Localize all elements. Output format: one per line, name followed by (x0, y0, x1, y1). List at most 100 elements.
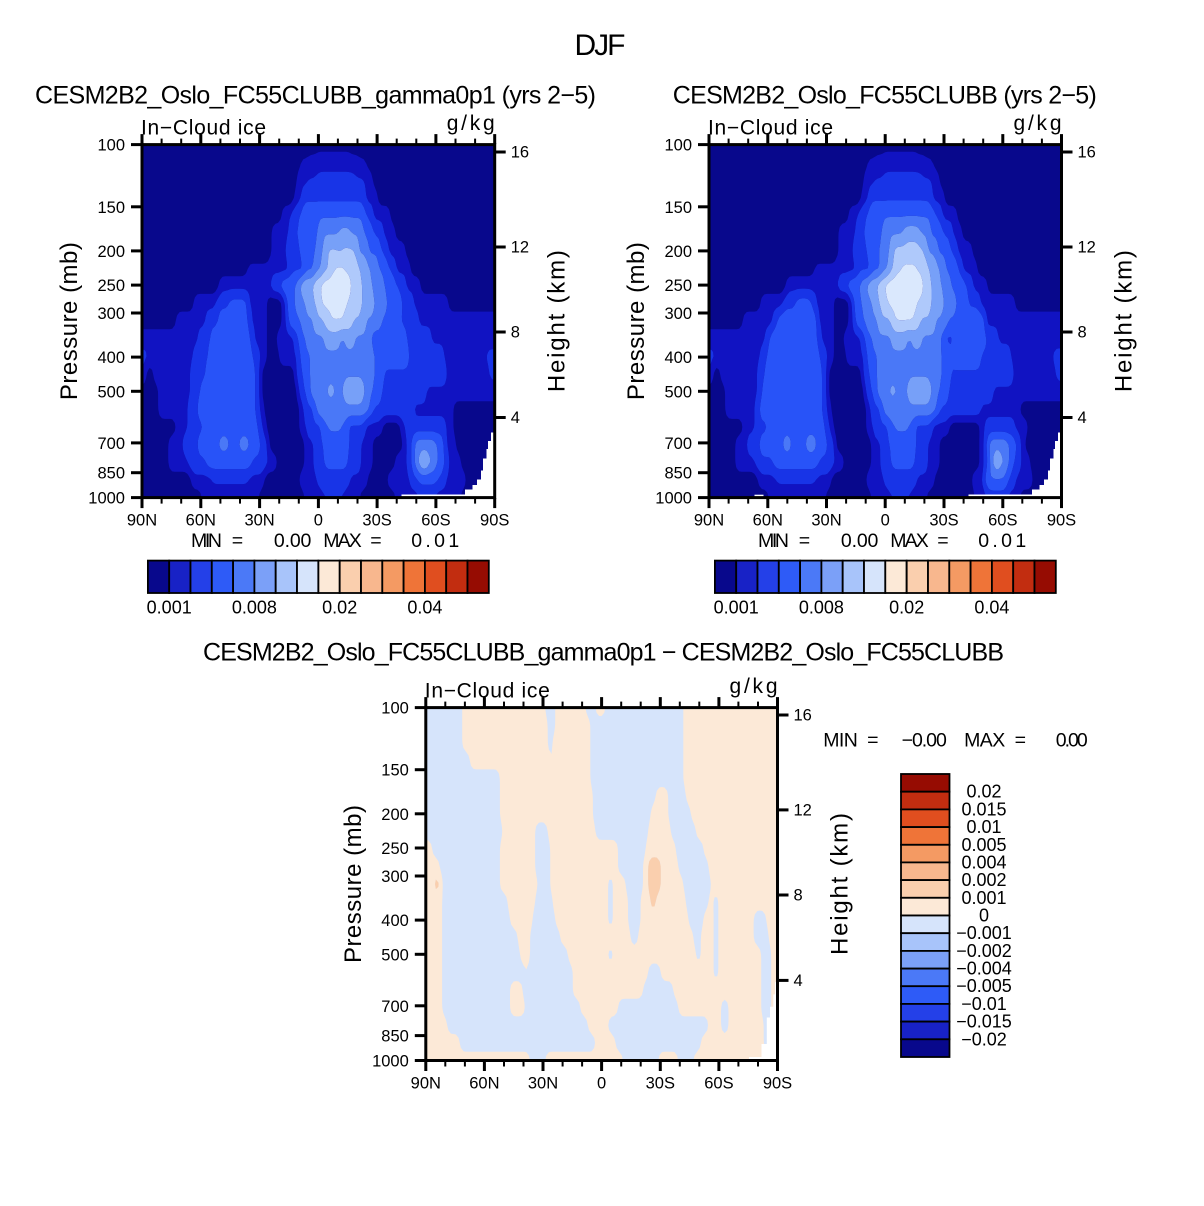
svg-text:12: 12 (511, 239, 529, 257)
svg-text:30S: 30S (362, 512, 391, 530)
svg-text:60N: 60N (753, 512, 783, 530)
svg-text:0.00: 0.00 (274, 530, 312, 552)
svg-text:500: 500 (381, 946, 409, 964)
svg-text:MAX: MAX (890, 530, 929, 552)
svg-text:700: 700 (97, 435, 125, 453)
svg-text:0.015: 0.015 (961, 799, 1006, 819)
svg-text:300: 300 (664, 305, 692, 323)
svg-text:Pressure (mb): Pressure (mb) (56, 242, 83, 400)
svg-text:90N: 90N (411, 1074, 441, 1092)
svg-text:0.004: 0.004 (961, 852, 1006, 872)
svg-text:16: 16 (1078, 144, 1096, 162)
svg-text:MIN: MIN (758, 530, 789, 552)
svg-text:0.04: 0.04 (407, 598, 442, 618)
svg-text:16: 16 (794, 707, 812, 725)
svg-text:CESM2B2_Oslo_FC55CLUBB_gamma0p: CESM2B2_Oslo_FC55CLUBB_gamma0p1 (yrs 2−5… (35, 82, 596, 110)
svg-text:850: 850 (664, 465, 692, 483)
svg-text:0.001: 0.001 (714, 598, 759, 618)
svg-text:250: 250 (381, 840, 409, 858)
svg-text:0.00: 0.00 (1056, 729, 1088, 751)
svg-text:8: 8 (794, 887, 803, 905)
svg-text:0: 0 (597, 1074, 606, 1092)
svg-text:150: 150 (381, 762, 409, 780)
svg-text:4: 4 (794, 972, 803, 990)
svg-text:−0.001: −0.001 (956, 923, 1012, 943)
svg-text:0.008: 0.008 (799, 598, 844, 618)
svg-text:100: 100 (97, 137, 125, 155)
svg-text:100: 100 (381, 700, 409, 718)
svg-text:300: 300 (97, 305, 125, 323)
svg-text:=: = (867, 729, 878, 751)
svg-text:MIN: MIN (823, 729, 858, 751)
svg-text:200: 200 (381, 806, 409, 824)
svg-text:Pressure (mb): Pressure (mb) (340, 805, 367, 963)
svg-text:0: 0 (881, 512, 890, 530)
svg-text:60N: 60N (186, 512, 216, 530)
svg-text:0.01: 0.01 (411, 530, 459, 552)
svg-text:−0.002: −0.002 (956, 941, 1012, 961)
svg-text:0.02: 0.02 (966, 782, 1001, 802)
svg-text:1000: 1000 (372, 1053, 409, 1071)
svg-text:=: = (1015, 729, 1026, 751)
svg-text:700: 700 (381, 998, 409, 1016)
svg-text:500: 500 (97, 383, 125, 401)
svg-text:30N: 30N (244, 512, 274, 530)
svg-text:850: 850 (97, 465, 125, 483)
svg-text:12: 12 (1078, 239, 1096, 257)
svg-text:g/kg: g/kg (1014, 112, 1062, 135)
svg-text:0: 0 (314, 512, 323, 530)
svg-text:In−Cloud ice: In−Cloud ice (141, 117, 266, 140)
svg-text:Height (km): Height (km) (544, 250, 571, 392)
svg-text:MIN: MIN (191, 530, 222, 552)
svg-text:400: 400 (381, 912, 409, 930)
svg-text:150: 150 (664, 199, 692, 217)
svg-text:In−Cloud ice: In−Cloud ice (425, 680, 550, 703)
svg-text:Height (km): Height (km) (827, 813, 854, 955)
svg-text:=: = (232, 530, 243, 552)
svg-text:90S: 90S (480, 512, 509, 530)
svg-text:In−Cloud ice: In−Cloud ice (708, 117, 833, 140)
svg-text:30N: 30N (528, 1074, 558, 1092)
svg-text:0.001: 0.001 (147, 598, 192, 618)
svg-text:0.02: 0.02 (322, 598, 357, 618)
svg-text:MAX: MAX (323, 530, 362, 552)
svg-text:4: 4 (1078, 409, 1087, 427)
svg-text:=: = (799, 530, 810, 552)
svg-text:700: 700 (664, 435, 692, 453)
svg-text:90N: 90N (127, 512, 157, 530)
svg-text:0.00: 0.00 (841, 530, 879, 552)
svg-text:30S: 30S (646, 1074, 675, 1092)
svg-text:0.002: 0.002 (961, 870, 1006, 890)
svg-text:8: 8 (511, 324, 520, 342)
svg-text:12: 12 (794, 801, 812, 819)
svg-text:1000: 1000 (655, 490, 692, 508)
svg-text:g/kg: g/kg (447, 112, 495, 135)
svg-text:g/kg: g/kg (730, 675, 778, 698)
svg-text:−0.02: −0.02 (961, 1029, 1007, 1049)
svg-text:60N: 60N (469, 1074, 499, 1092)
svg-text:200: 200 (664, 243, 692, 261)
svg-text:90S: 90S (763, 1074, 792, 1092)
svg-text:MAX: MAX (964, 729, 1005, 751)
svg-text:400: 400 (97, 349, 125, 367)
svg-text:250: 250 (97, 277, 125, 295)
svg-text:60S: 60S (988, 512, 1017, 530)
svg-text:300: 300 (381, 868, 409, 886)
svg-text:0.02: 0.02 (889, 598, 924, 618)
svg-text:−0.01: −0.01 (961, 994, 1007, 1014)
svg-text:Pressure (mb): Pressure (mb) (623, 242, 650, 400)
svg-text:=: = (937, 530, 948, 552)
svg-text:CESM2B2_Oslo_FC55CLUBB_gamma0p: CESM2B2_Oslo_FC55CLUBB_gamma0p1 − CESM2B… (203, 639, 1004, 667)
svg-text:=: = (370, 530, 381, 552)
svg-text:200: 200 (97, 243, 125, 261)
svg-text:400: 400 (664, 349, 692, 367)
svg-text:16: 16 (511, 144, 529, 162)
svg-text:30N: 30N (811, 512, 841, 530)
svg-text:150: 150 (97, 199, 125, 217)
svg-text:0.001: 0.001 (961, 888, 1006, 908)
svg-text:0.01: 0.01 (978, 530, 1026, 552)
svg-text:60S: 60S (421, 512, 450, 530)
svg-text:90S: 90S (1047, 512, 1076, 530)
svg-text:90N: 90N (694, 512, 724, 530)
svg-text:1000: 1000 (88, 490, 125, 508)
